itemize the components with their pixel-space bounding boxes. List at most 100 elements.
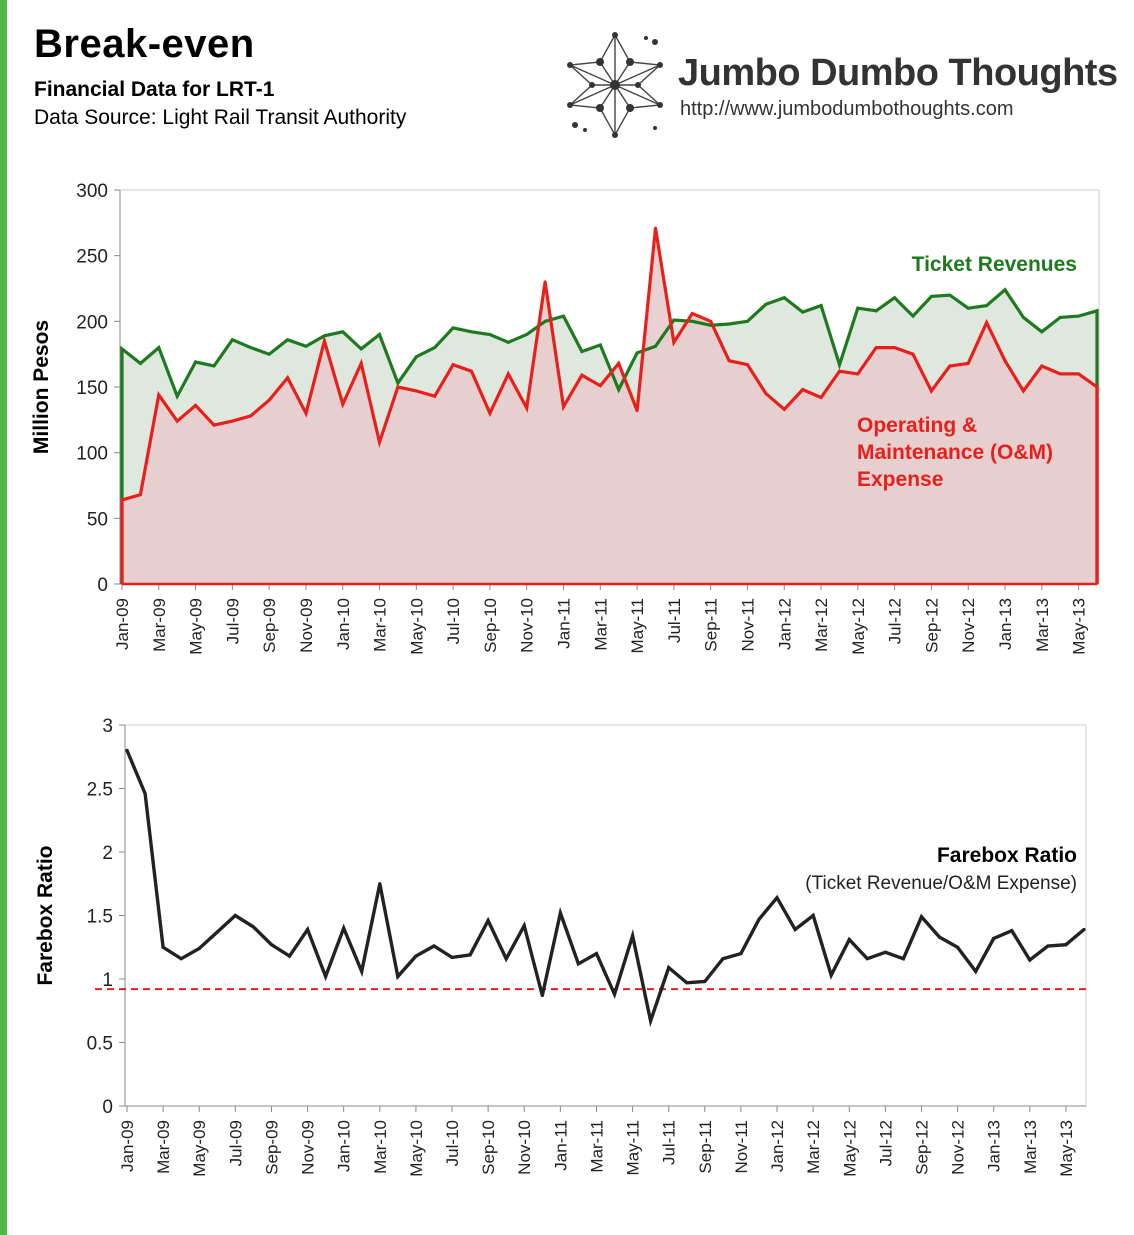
expense-point [745, 363, 749, 367]
x-tick-label: Mar-09 [150, 598, 169, 652]
ratio-legend-subtitle: (Ticket Revenue/O&M Expense) [805, 873, 1077, 894]
x-tick-label: Mar-09 [154, 1120, 173, 1174]
y-tick-label: 1 [102, 970, 113, 991]
x-tick-label: Sep-12 [912, 1120, 931, 1175]
expense-point [175, 419, 179, 423]
revenue-point [801, 310, 805, 314]
expense-point [801, 388, 805, 392]
revenue-point [249, 346, 253, 350]
x-tick-label: Mar-12 [812, 598, 831, 652]
revenue-point [856, 306, 860, 310]
revenue-point [672, 318, 676, 322]
revenue-point [451, 326, 455, 330]
y-tick-label: 300 [76, 181, 108, 202]
y-tick-label: 150 [76, 378, 108, 399]
expense-point [1095, 385, 1099, 389]
ratio-point [757, 917, 761, 921]
expense-point [690, 311, 694, 315]
expense-point [874, 346, 878, 350]
ratio-point [378, 882, 382, 886]
x-tick-label: May-11 [628, 598, 647, 653]
x-tick-label: May-12 [849, 598, 868, 655]
revenue-point [488, 332, 492, 336]
revenue-point [341, 330, 345, 334]
x-tick-label: Jan-13 [996, 598, 1015, 650]
y-tick-label: 100 [76, 444, 108, 465]
ratio-point [179, 957, 183, 961]
x-tick-label: Jan-10 [334, 598, 353, 650]
expense-point [562, 405, 566, 409]
ratio-point [1010, 929, 1014, 933]
ratio-point [829, 973, 833, 977]
x-tick-label: Nov-12 [949, 1120, 968, 1175]
revenue-point [433, 346, 437, 350]
ratio-line [125, 749, 1086, 1028]
expense-point [911, 352, 915, 356]
ratio-point [305, 927, 310, 932]
y-tick-label: 2.5 [87, 780, 113, 801]
x-tick-label: Jan-11 [551, 1120, 570, 1171]
x-tick-label: Jan-10 [335, 1120, 354, 1172]
y-tick-label: 50 [87, 509, 108, 530]
ratio-legend-title: Farebox Ratio [937, 844, 1077, 867]
ratio-point [360, 969, 364, 973]
brand-url[interactable]: http://www.jumbodumbothoughts.com [680, 98, 1014, 120]
ratio-point [540, 993, 544, 998]
revenue-point [359, 347, 363, 351]
expense-legend-label: Expense [857, 468, 943, 491]
ratio-point [468, 953, 472, 957]
ratio-point [956, 945, 960, 949]
accent-border [0, 0, 7, 1235]
y-tick-label: 250 [76, 247, 108, 268]
ratio-point [775, 896, 779, 900]
revenue-point [709, 323, 713, 327]
ratio-point [721, 957, 725, 961]
ratio-point [594, 952, 599, 956]
x-tick-label: May-13 [1057, 1120, 1076, 1177]
farebox-ratio-chart: 0 0.5 1 1.5 2 2.5 3 Farebox Ratio Jan-09 Mar-09 Ma… [34, 716, 1090, 1177]
revenue-point [727, 322, 731, 326]
revenue-point [1040, 330, 1044, 334]
ratio-point [739, 952, 743, 956]
revenue-point [470, 330, 474, 334]
expense-legend-label: Maintenance (O&M) [857, 441, 1053, 464]
ratio-point [414, 954, 418, 958]
ratio-point [324, 974, 328, 979]
revenue-point [1077, 314, 1081, 318]
revenue-point [506, 340, 510, 344]
revenue-point [286, 338, 290, 342]
brand-name: Jumbo Dumbo Thoughts [678, 52, 1118, 94]
revenue-point [194, 360, 198, 364]
page-title: Break-even [34, 22, 255, 66]
expense-point [948, 364, 952, 368]
revenue-point [322, 334, 326, 338]
revenue-point [929, 294, 933, 298]
x-tick-label: Nov-09 [297, 598, 316, 653]
x-tick-label: May-12 [840, 1120, 859, 1177]
ratio-point [233, 913, 237, 918]
y-axis-title: Farebox Ratio [34, 845, 57, 985]
x-tick-label: Nov-11 [732, 1120, 751, 1174]
ratio-point [251, 925, 255, 929]
x-tick-label: Jul-10 [443, 1120, 462, 1166]
x-tick-label: May-10 [407, 598, 426, 655]
revenue-point [653, 344, 657, 348]
ratio-point [1064, 943, 1068, 947]
revenue-point [874, 309, 878, 313]
ratio-point [901, 957, 906, 961]
x-tick-label: May-09 [187, 598, 206, 655]
x-tick-label: Nov-12 [959, 598, 978, 653]
ratio-point [865, 957, 869, 961]
x-tick-label: Mar-10 [371, 598, 390, 652]
x-tick-label: Jan-12 [775, 598, 794, 650]
expense-point [1058, 372, 1062, 376]
x-tick-label: Jan-12 [768, 1120, 787, 1172]
expense-point [966, 361, 970, 365]
x-tick-label: Jul-11 [665, 598, 684, 643]
x-tick-label: Sep-11 [696, 1120, 715, 1174]
brand-block: Jumbo Dumbo Thoughts http://www.jumbodum… [560, 30, 1118, 140]
expense-point [1040, 364, 1044, 368]
ratio-point [630, 934, 635, 938]
revenue-point [1003, 288, 1007, 292]
x-tick-label: Jul-09 [223, 598, 242, 644]
